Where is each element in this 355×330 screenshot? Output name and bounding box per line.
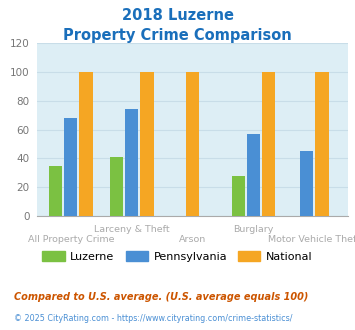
Text: Property Crime Comparison: Property Crime Comparison: [63, 28, 292, 43]
Text: Compared to U.S. average. (U.S. average equals 100): Compared to U.S. average. (U.S. average …: [14, 292, 308, 302]
Text: 2018 Luzerne: 2018 Luzerne: [121, 8, 234, 23]
Text: © 2025 CityRating.com - https://www.cityrating.com/crime-statistics/: © 2025 CityRating.com - https://www.city…: [14, 314, 293, 323]
Bar: [64, 118, 77, 216]
Bar: [49, 166, 62, 216]
Bar: [125, 109, 138, 216]
Bar: [79, 72, 93, 216]
Text: Larceny & Theft: Larceny & Theft: [94, 225, 169, 234]
Bar: [231, 176, 245, 216]
Bar: [140, 72, 154, 216]
Bar: [110, 157, 123, 216]
Text: All Property Crime: All Property Crime: [28, 235, 114, 244]
Bar: [247, 134, 260, 216]
Text: Burglary: Burglary: [233, 225, 274, 234]
Legend: Luzerne, Pennsylvania, National: Luzerne, Pennsylvania, National: [38, 247, 317, 267]
Text: Motor Vehicle Theft: Motor Vehicle Theft: [268, 235, 355, 244]
Bar: [300, 151, 313, 216]
Bar: [186, 72, 199, 216]
Bar: [262, 72, 275, 216]
Text: Arson: Arson: [179, 235, 206, 244]
Bar: [315, 72, 329, 216]
